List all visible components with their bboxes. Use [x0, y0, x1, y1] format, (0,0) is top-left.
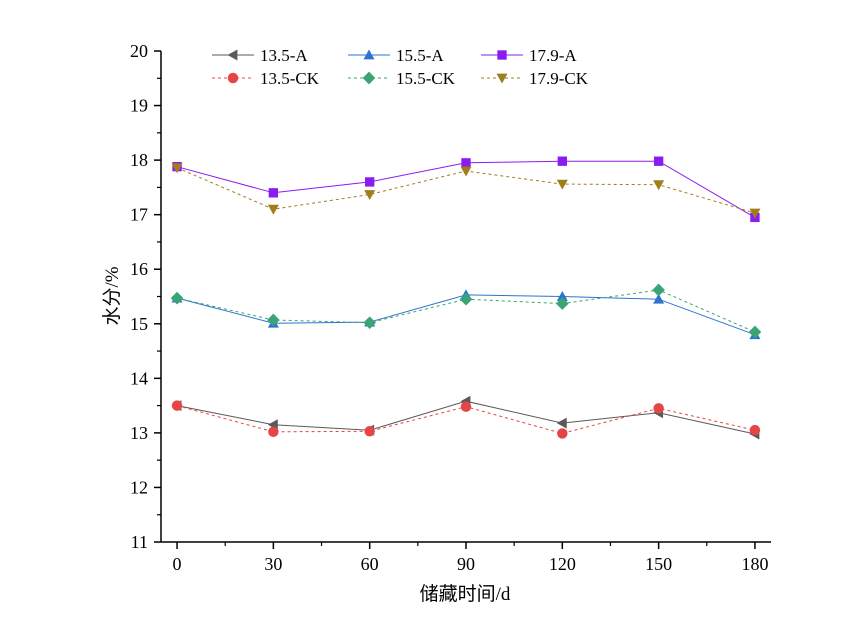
data-point-15-5-a [653, 293, 665, 304]
series-17-9-a [172, 156, 760, 223]
data-point-17-9-a [268, 188, 279, 198]
data-point-17-9-ck [364, 190, 376, 200]
legend-label-15-5-a: 15.5-A [396, 46, 444, 65]
data-point-17-9-ck [749, 208, 761, 219]
legend-label-17-9-ck: 17.9-CK [529, 69, 589, 88]
data-point-13-5-ck [460, 401, 472, 412]
x-tick-label: 0 [173, 554, 182, 574]
x-tick-label: 150 [645, 554, 672, 574]
legend-label-15-5-ck: 15.5-CK [396, 69, 456, 88]
x-tick-label: 180 [741, 554, 768, 574]
data-point-13-5-ck [364, 426, 375, 437]
data-point-15-5-ck [170, 291, 184, 305]
legend-marker-13-5-a [227, 49, 238, 61]
y-tick-label: 13 [130, 423, 148, 443]
legend-item-13-5-ck: 13.5-CK [212, 69, 320, 88]
y-tick-label: 15 [130, 314, 148, 334]
legend: 13.5-A 15.5-A 17.9-A 13.5-CK 15.5-CK 17.9-CK [212, 46, 589, 88]
data-point-15-5-ck [652, 283, 665, 297]
data-point-13-5-a [556, 417, 567, 429]
x-tick-label: 120 [549, 554, 576, 574]
data-point-17-9-a [461, 158, 471, 168]
y-tick-label: 16 [130, 259, 148, 279]
y-tick-label: 14 [130, 368, 148, 388]
legend-item-13-5-a: 13.5-A [212, 46, 308, 65]
data-point-17-9-a [653, 156, 664, 166]
data-point-15-5-a [556, 291, 568, 301]
y-axis-label: 水分/% [101, 266, 123, 325]
data-point-15-5-ck [748, 325, 762, 339]
data-point-13-5-ck [268, 426, 279, 438]
legend-marker-13-5-ck [227, 72, 239, 84]
series-15-5-ck [170, 283, 762, 339]
data-point-13-5-ck [749, 424, 761, 436]
data-point-17-9-ck [460, 166, 472, 177]
x-tick-label: 30 [264, 554, 282, 574]
legend-marker-15-5-ck [362, 71, 376, 85]
data-point-15-5-ck [363, 316, 377, 330]
data-point-17-9-a [365, 177, 375, 187]
data-point-13-5-ck [171, 400, 183, 411]
data-point-15-5-ck [267, 313, 280, 327]
data-point-17-9-ck [171, 163, 183, 174]
y-tick-label: 17 [130, 205, 148, 225]
legend-marker-17-9-ck [496, 73, 508, 84]
legend-item-15-5-a: 15.5-A [348, 46, 444, 65]
axes: 11 12 13 14 15 16 17 18 19 20 0 30 60 90 120 150 180 [130, 41, 771, 574]
legend-label-17-9-a: 17.9-A [529, 46, 577, 65]
y-tick-label: 20 [130, 41, 148, 61]
y-tick-label: 12 [130, 477, 148, 497]
legend-item-17-9-a: 17.9-A [481, 46, 577, 65]
data-point-13-5-ck [653, 403, 664, 414]
series-13-5-ck [171, 400, 761, 439]
data-point-17-9-a [557, 156, 567, 166]
y-tick-label: 18 [130, 150, 148, 170]
data-point-17-9-ck [556, 179, 568, 190]
data-point-17-9-ck [653, 180, 665, 191]
legend-label-13-5-a: 13.5-A [260, 46, 308, 65]
data-point-15-5-ck [555, 297, 569, 310]
data-point-17-9-ck [267, 204, 279, 215]
y-tick-label: 11 [131, 532, 148, 552]
legend-item-17-9-ck: 17.9-CK [481, 69, 589, 88]
legend-marker-15-5-a [363, 49, 375, 60]
data-point-15-5-ck [459, 292, 473, 306]
series-17-9-ck [171, 163, 761, 219]
x-tick-label: 90 [457, 554, 475, 574]
y-tick-label: 19 [130, 96, 148, 116]
legend-item-15-5-ck: 15.5-CK [348, 69, 456, 88]
x-axis-label: 储藏时间/d [420, 583, 511, 605]
legend-marker-17-9-a [497, 50, 507, 60]
legend-label-13-5-ck: 13.5-CK [260, 69, 320, 88]
series-layer [170, 156, 762, 440]
x-tick-label: 60 [361, 554, 379, 574]
data-point-13-5-ck [557, 428, 568, 439]
